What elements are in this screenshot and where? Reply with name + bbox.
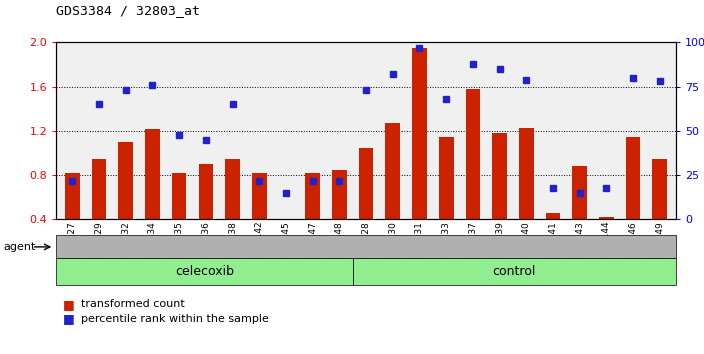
Text: ■: ■: [63, 312, 75, 325]
Text: agent: agent: [4, 242, 36, 252]
Bar: [145, 129, 160, 264]
Text: GDS3384 / 32803_at: GDS3384 / 32803_at: [56, 4, 201, 17]
Bar: [65, 173, 80, 264]
Text: transformed count: transformed count: [81, 299, 184, 309]
Bar: [572, 166, 587, 264]
Bar: [359, 148, 373, 264]
Bar: [599, 217, 614, 264]
Text: celecoxib: celecoxib: [175, 265, 234, 278]
Bar: [439, 137, 453, 264]
Bar: [519, 128, 534, 264]
Bar: [199, 164, 213, 264]
Bar: [225, 159, 240, 264]
Text: percentile rank within the sample: percentile rank within the sample: [81, 314, 269, 324]
Bar: [118, 142, 133, 264]
Bar: [492, 133, 507, 264]
Bar: [306, 173, 320, 264]
Bar: [546, 213, 560, 264]
Bar: [92, 159, 106, 264]
Bar: [626, 137, 641, 264]
Bar: [279, 219, 294, 264]
Text: ■: ■: [63, 298, 75, 311]
Bar: [252, 173, 267, 264]
Bar: [412, 48, 427, 264]
Bar: [172, 173, 187, 264]
Text: control: control: [493, 265, 536, 278]
Bar: [332, 170, 346, 264]
Bar: [385, 123, 400, 264]
Bar: [653, 159, 667, 264]
Bar: [465, 89, 480, 264]
